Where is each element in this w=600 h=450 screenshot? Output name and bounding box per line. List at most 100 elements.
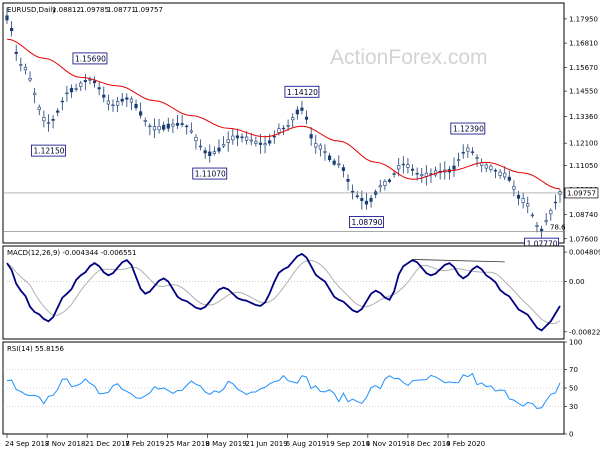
candle-body [111, 104, 115, 106]
price-candle [378, 179, 382, 193]
candle-body [23, 66, 28, 71]
price-candle [355, 191, 359, 199]
price-candle [33, 87, 37, 104]
candle-body [46, 122, 51, 124]
candle-body [208, 151, 212, 156]
price-candle [484, 162, 488, 173]
price-candle [521, 192, 525, 209]
price-candle [97, 81, 101, 96]
candle-body [323, 151, 327, 153]
candle-body [152, 126, 157, 131]
candle-body [203, 150, 207, 154]
candle-body [484, 164, 488, 169]
price-candle [530, 212, 534, 218]
macd-pane: MACD(12,26,9) -0.004344 -0.006551 0.0048… [2, 245, 600, 340]
price-candle [351, 184, 355, 200]
candle-body [355, 195, 359, 198]
ohlc-close: 1.09757 [134, 6, 163, 14]
price-candle [111, 99, 115, 112]
price-candle [503, 166, 507, 180]
candle-body [14, 51, 18, 54]
candle-body [217, 147, 221, 152]
current-price-text: 1.09757 [567, 189, 596, 197]
candle-body [415, 173, 419, 175]
candle-body [369, 197, 373, 202]
candle-body [189, 130, 193, 133]
candle-body [56, 110, 60, 113]
candle-body [106, 100, 110, 105]
candle-body [406, 164, 410, 168]
candle-body [226, 139, 230, 143]
candle-body [129, 98, 134, 103]
moving-average-line [6, 38, 561, 190]
x-tick-label: 7 Nov 2018 [45, 440, 85, 448]
price-candle [10, 21, 14, 37]
price-candle [129, 96, 134, 110]
price-candle [23, 63, 28, 75]
price-candle [125, 93, 129, 107]
candle-body [134, 103, 138, 109]
macd-line [6, 252, 561, 332]
candle-body [240, 136, 244, 139]
price-candle [106, 94, 110, 111]
candle-body [157, 125, 161, 131]
price-candle [198, 139, 203, 151]
price-candle [208, 144, 212, 163]
ohlc-open: 1.08812 [52, 6, 81, 14]
price-candles [5, 7, 562, 238]
price-candle [392, 171, 396, 178]
price-candle [461, 144, 465, 159]
candle-body [120, 98, 124, 102]
candle-body [291, 117, 295, 121]
price-candle [498, 169, 502, 179]
price-candle [102, 86, 106, 103]
rsi-title: RSI(14) 55.8156 [7, 345, 64, 353]
candle-body [268, 140, 272, 144]
price-candle [410, 164, 415, 176]
candle-body [526, 203, 530, 207]
price-candle [249, 132, 253, 146]
macd-title: MACD(12,26,9) -0.004344 -0.006551 [7, 249, 136, 257]
candle-body [37, 106, 41, 111]
candle-body [245, 136, 249, 141]
candle-body [60, 100, 64, 103]
price-candle [341, 164, 346, 178]
candle-body [180, 123, 184, 125]
price-title: EURUSD,Daily [7, 6, 56, 14]
price-tick-label: 1.15670 [569, 64, 598, 72]
price-candle [401, 156, 405, 174]
price-candle [489, 164, 493, 173]
price-candle [37, 104, 41, 116]
annotation-label: 1.15690 [75, 54, 106, 63]
x-tick-label: 25 Mar 2019 [165, 440, 209, 448]
candle-body [521, 198, 525, 203]
macd-trendline [412, 259, 505, 263]
candle-body [503, 172, 507, 178]
price-annotation: 1.12390 [450, 122, 486, 135]
x-tick-label: 19 Sep 2019 [326, 440, 370, 448]
price-candle [397, 157, 401, 177]
candle-body [125, 97, 129, 100]
price-annotation: 1.14120 [284, 85, 320, 98]
candle-body [397, 165, 401, 170]
price-pane: ActionForex.com 78.6 1.15690 1.12150 1.141… [2, 2, 599, 250]
candle-body [466, 147, 470, 152]
price-candle [231, 128, 235, 145]
price-candle [221, 136, 226, 149]
candle-body [539, 228, 544, 232]
candle-body [507, 176, 511, 181]
rsi-tick-label: 70 [569, 366, 578, 374]
price-candle [166, 117, 170, 132]
candle-body [452, 165, 456, 170]
candle-body [235, 135, 240, 139]
annotation-box [72, 52, 108, 65]
candle-body [304, 116, 309, 120]
candle-body [475, 157, 479, 159]
candle-body [420, 174, 424, 177]
price-candle [272, 130, 276, 144]
price-candle [327, 153, 332, 163]
price-candle [180, 115, 184, 128]
price-candle [51, 115, 55, 129]
candle-body [300, 107, 304, 111]
price-candle [212, 146, 216, 156]
